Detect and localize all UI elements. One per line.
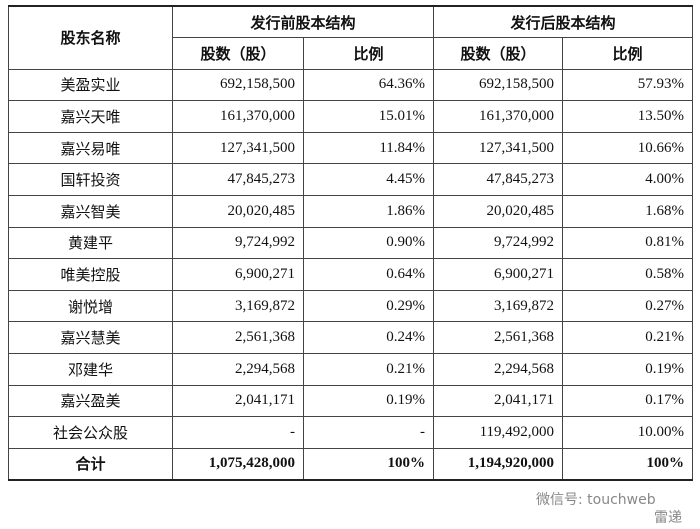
cell: 0.19% xyxy=(302,384,435,418)
cell: 0.24% xyxy=(302,321,435,355)
holder-name: 唯美控股 xyxy=(8,258,173,291)
holder-name: 谢悦增 xyxy=(8,289,173,323)
cell: 9,724,992 xyxy=(172,226,304,260)
cell: 3,169,872 xyxy=(433,289,564,323)
corner-header: 股东名称 xyxy=(8,5,173,70)
cell: 0.19% xyxy=(562,353,694,386)
data-row: 社会公众股 - -119,492,000 10.00% xyxy=(8,416,694,449)
cell: 0.90% xyxy=(302,226,435,260)
cell: 2,561,368 xyxy=(172,321,304,355)
holder-name: 嘉兴盈美 xyxy=(8,384,173,418)
cell: 0.81% xyxy=(562,226,694,260)
holder-name: 嘉兴智美 xyxy=(8,195,173,228)
subheader: 比例 xyxy=(562,37,694,70)
cell: 0.21% xyxy=(302,353,435,386)
data-row: 邓建华 2,294,568 0.21% 2,294,568 0.19% xyxy=(8,353,694,386)
data-row: 国轩投资 47,845,273 4.45% 47,845,273 4.00% xyxy=(8,163,694,197)
cell: 0.29% xyxy=(302,289,435,323)
holder-name: 美盈实业 xyxy=(8,68,173,102)
cell: 10.66% xyxy=(562,131,694,165)
holder-name: 黄建平 xyxy=(8,226,173,260)
cell: 4.00% xyxy=(562,163,694,197)
cell: 161,370,000 xyxy=(172,100,304,133)
cell: 161,370,000 xyxy=(433,100,564,133)
cell: - xyxy=(172,416,304,449)
data-row: 嘉兴慧美 2,561,368 0.24% 2,561,368 0.21% xyxy=(8,321,694,355)
data-row: 嘉兴易唯 127,341,500 11.84% 127,341,500 10.66% xyxy=(8,131,694,165)
cell: 20,020,485 xyxy=(433,195,564,228)
cell: 6,900,271 xyxy=(172,258,304,291)
watermark-brand: 雷递 xyxy=(654,510,682,526)
cell: 2,561,368 xyxy=(433,321,564,355)
group-header: 发行后股本结构 xyxy=(433,5,694,39)
data-row: 美盈实业 692,158,500 64.36% 692,158,500 57.93% xyxy=(8,68,694,102)
holder-name: 社会公众股 xyxy=(8,416,173,449)
cell: 0.58% xyxy=(562,258,694,291)
total-label: 合计 xyxy=(8,447,173,481)
cell: 2,041,171 xyxy=(433,384,564,418)
holder-name: 嘉兴天唯 xyxy=(8,100,173,133)
holder-name: 国轩投资 xyxy=(8,163,173,197)
cell: 1.68% xyxy=(562,195,694,228)
cell: 9,724,992 xyxy=(433,226,564,260)
data-row: 嘉兴盈美 2,041,171 0.19% 2,041,171 0.17% xyxy=(8,384,694,418)
subheader: 比例 xyxy=(302,37,435,70)
cell: 15.01% xyxy=(302,100,435,133)
total-cell: 100% xyxy=(562,447,694,481)
holder-name: 嘉兴慧美 xyxy=(8,321,173,355)
cell: 2,294,568 xyxy=(172,353,304,386)
cell: 3,169,872 xyxy=(172,289,304,323)
cell: 10.00% xyxy=(562,416,694,449)
cell: 47,845,273 xyxy=(433,163,564,197)
cell: 13.50% xyxy=(562,100,694,133)
data-row: 黄建平 9,724,992 0.90% 9,724,992 0.81% xyxy=(8,226,694,260)
cell: 0.64% xyxy=(302,258,435,291)
cell: 127,341,500 xyxy=(172,131,304,165)
cell: 692,158,500 xyxy=(172,68,304,102)
cell: 1.86% xyxy=(302,195,435,228)
total-row: 合计 1,075,428,000 100% 1,194,920,000 100% xyxy=(8,447,694,481)
data-row: 唯美控股 6,900,271 0.64% 6,900,271 0.58% xyxy=(8,258,694,291)
cell: 2,294,568 xyxy=(433,353,564,386)
watermark-account: 微信号: touchweb xyxy=(536,492,656,508)
data-row: 嘉兴天唯 161,370,000 15.01% 161,370,000 13.50% xyxy=(8,100,694,133)
subheader: 股数（股） xyxy=(172,37,304,70)
cell: 64.36% xyxy=(302,68,435,102)
total-cell: 1,194,920,000 xyxy=(433,447,564,481)
cell: 692,158,500 xyxy=(433,68,564,102)
group-header: 发行前股本结构 xyxy=(171,5,435,39)
header-row: 股东名称 发行前股本结构 发行后股本结构 xyxy=(8,5,694,70)
cell: - xyxy=(302,416,435,449)
total-cell: 100% xyxy=(302,447,435,481)
cell: 0.21% xyxy=(562,321,694,355)
cell: 6,900,271 xyxy=(433,258,564,291)
total-cell: 1,075,428,000 xyxy=(172,447,304,481)
holder-name: 嘉兴易唯 xyxy=(8,131,173,165)
cell: 4.45% xyxy=(302,163,435,197)
cell: 119,492,000 xyxy=(433,416,564,449)
share-table: 股东名称 发行前股本结构 发行后股本结构 股数（股） 比例 股数（股） 比例 美盈实业 692,… xyxy=(8,5,694,481)
cell: 0.27% xyxy=(562,289,694,323)
cell: 57.93% xyxy=(562,68,694,102)
cell: 20,020,485 xyxy=(172,195,304,228)
subheader-row: 股数（股） 比例 股数（股） 比例 xyxy=(9,37,694,70)
cell: 11.84% xyxy=(302,131,435,165)
cell: 2,041,171 xyxy=(172,384,304,418)
subheader: 股数（股） xyxy=(433,37,564,70)
data-row: 谢悦增 3,169,872 0.29% 3,169,872 0.27% xyxy=(8,289,694,323)
cell: 47,845,273 xyxy=(172,163,304,197)
holder-name: 邓建华 xyxy=(8,353,173,386)
data-row: 嘉兴智美 20,020,485 1.86% 20,020,485 1.68% xyxy=(8,195,694,228)
cell: 0.17% xyxy=(562,384,694,418)
cell: 127,341,500 xyxy=(433,131,564,165)
